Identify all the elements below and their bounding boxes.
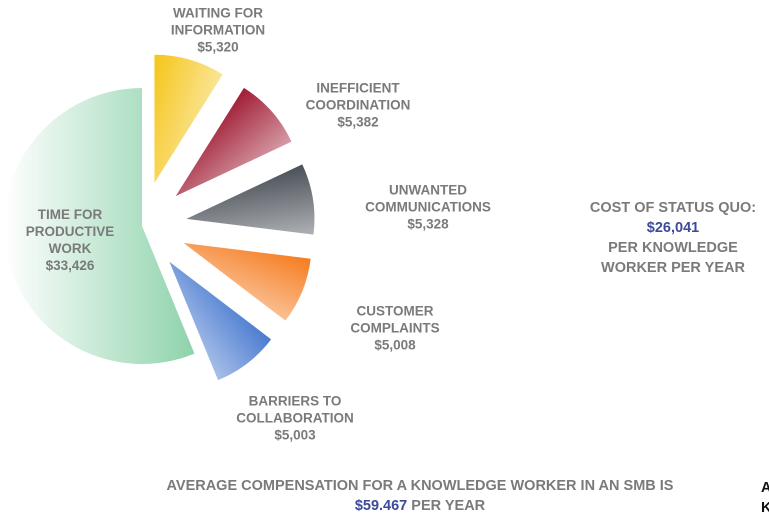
slice-label: TIME FOR PRODUCTIVE WORK $33,426: [20, 206, 120, 274]
pie-slice: [186, 164, 315, 235]
value-label: $5,328: [407, 216, 449, 232]
footer: AVERAGE COMPENSATION FOR A KNOWLEDGE WOR…: [140, 476, 700, 516]
pie-slice: [169, 261, 272, 381]
slice-label: WAITING FOR INFORMATION $5,320: [143, 5, 293, 56]
cropped-text: A K: [761, 478, 769, 517]
pie-slice: [183, 243, 311, 321]
category-label: TIME FOR PRODUCTIVE WORK: [25, 207, 115, 256]
slice-label: CUSTOMER COMPLAINTS $5,008: [320, 303, 470, 354]
value-label: $5,008: [374, 337, 416, 353]
footer-suffix: PER YEAR: [411, 498, 486, 514]
slice-label: UNWANTED COMMUNICATIONS $5,328: [353, 182, 503, 233]
cropped-line: K: [761, 500, 769, 516]
category-label: WAITING FOR INFORMATION: [170, 5, 266, 38]
value-label: $5,320: [197, 39, 239, 55]
summary: COST OF STATUS QUO: $26,041 PER KNOWLEDG…: [563, 198, 769, 278]
pie-slice: [4, 88, 195, 364]
footer-value: $59.467: [354, 498, 408, 514]
slice-label: BARRIERS TO COLLABORATION $5,003: [220, 393, 370, 444]
value-label: $5,382: [337, 114, 379, 130]
cropped-line: A: [761, 480, 769, 496]
category-label: INEFFICIENT COORDINATION: [305, 80, 411, 113]
category-label: CUSTOMER COMPLAINTS: [350, 303, 440, 336]
pie-slice: [154, 54, 223, 183]
summary-value: $26,041: [646, 220, 700, 236]
value-label: $5,003: [274, 427, 316, 443]
summary-title: COST OF STATUS QUO:: [589, 200, 757, 216]
category-label: BARRIERS TO COLLABORATION: [236, 393, 354, 426]
value-label: $33,426: [45, 258, 95, 273]
slice-label: INEFFICIENT COORDINATION $5,382: [283, 80, 433, 131]
footer-text: AVERAGE COMPENSATION FOR A KNOWLEDGE WOR…: [166, 478, 674, 494]
summary-text: PER KNOWLEDGE WORKER PER YEAR: [601, 240, 745, 276]
pie-slice: [175, 87, 292, 197]
category-label: UNWANTED COMMUNICATIONS: [365, 182, 491, 215]
